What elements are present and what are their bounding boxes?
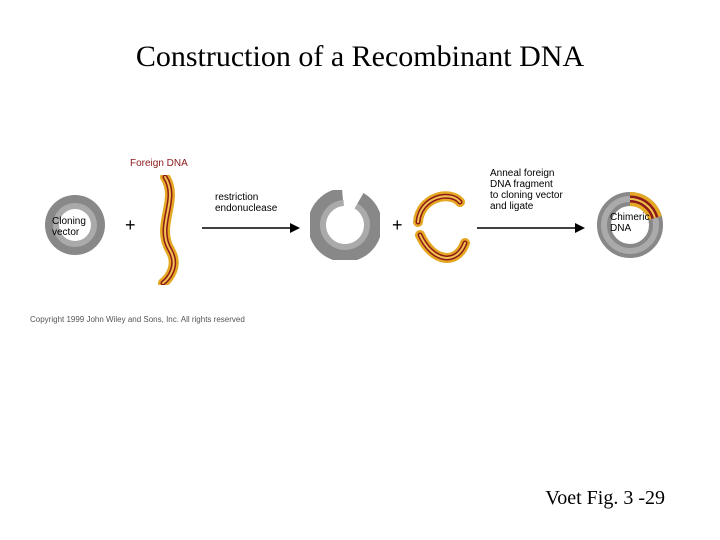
figure: Cloningvector + Foreign DNA restrictione…: [30, 150, 690, 340]
chimeric-label: ChimericDNA: [610, 212, 649, 234]
cut-vector-icon: [310, 190, 380, 260]
slide: Construction of a Recombinant DNA Clonin…: [0, 0, 720, 540]
foreign-fragment-bottom: [415, 225, 470, 280]
arrow-icon: [200, 218, 300, 238]
cloning-vector-text: Cloningvector: [52, 216, 86, 238]
anneal-text: Anneal foreignDNA fragmentto cloning vec…: [490, 168, 563, 212]
chimeric-text: ChimericDNA: [610, 212, 649, 234]
arrow-2: [475, 218, 585, 243]
restriction-label: restrictionendonuclease: [215, 192, 277, 214]
plus-1: +: [125, 215, 136, 236]
cut-vector-ring: [310, 190, 380, 265]
foreign-dna-icon: [145, 175, 195, 285]
foreign-dna-label: Foreign DNA: [130, 158, 188, 169]
figure-caption: Voet Fig. 3 -29: [545, 487, 665, 510]
arrow2-icon: [475, 218, 585, 238]
fragment-bottom-icon: [415, 225, 470, 275]
cloning-vector-label: Cloningvector: [52, 216, 102, 238]
copyright-text: Copyright 1999 John Wiley and Sons, Inc.…: [30, 315, 245, 324]
slide-title: Construction of a Recombinant DNA: [0, 40, 720, 74]
restriction-text: restrictionendonuclease: [215, 192, 277, 214]
plus-2: +: [392, 215, 403, 236]
anneal-label: Anneal foreignDNA fragmentto cloning vec…: [490, 168, 563, 212]
foreign-dna-strand: [145, 175, 195, 290]
arrow-1: [200, 218, 300, 243]
